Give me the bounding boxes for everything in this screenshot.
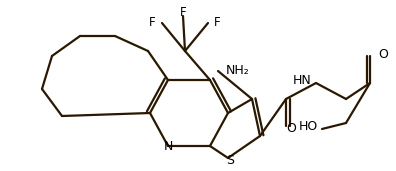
Text: HO: HO xyxy=(299,120,318,133)
Text: NH₂: NH₂ xyxy=(226,64,250,77)
Text: F: F xyxy=(180,6,186,19)
Text: O: O xyxy=(378,48,388,61)
Text: F: F xyxy=(149,16,156,30)
Text: O: O xyxy=(286,122,296,135)
Text: N: N xyxy=(163,141,173,154)
Text: F: F xyxy=(214,16,221,30)
Text: HN: HN xyxy=(293,75,312,88)
Text: S: S xyxy=(226,154,234,167)
